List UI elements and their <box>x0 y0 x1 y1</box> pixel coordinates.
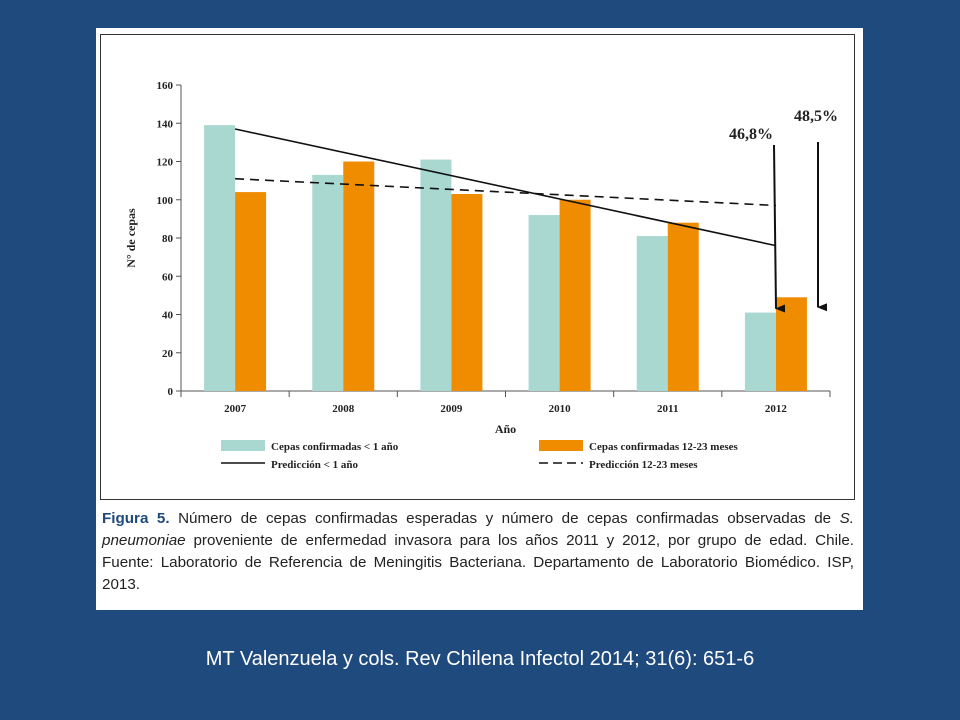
y-axis-title: N° de cepas <box>124 208 138 268</box>
bar-series-0-2009 <box>420 159 452 391</box>
bar-series-1-2010 <box>559 199 591 391</box>
y-tick-label: 20 <box>162 348 174 360</box>
legend-swatch-1 <box>539 440 583 451</box>
bar-series-0-2008 <box>312 174 344 391</box>
y-tick-label: 140 <box>157 118 174 130</box>
x-tick-label: 2007 <box>224 403 247 415</box>
trend-line-1 <box>235 177 776 207</box>
annotation-label: 48,5% <box>794 108 838 125</box>
x-axis-title: Año <box>495 422 516 436</box>
y-tick-label: 0 <box>168 386 174 398</box>
legend-label-3: Predicción 12-23 meses <box>589 459 698 471</box>
y-tick-label: 100 <box>157 195 174 207</box>
bar-series-1-2009 <box>451 194 483 391</box>
y-tick-label: 60 <box>162 271 174 283</box>
annotation-label: 46,8% <box>729 126 773 143</box>
bar-series-1-2012 <box>775 297 807 391</box>
y-tick-label: 160 <box>157 80 174 92</box>
caption-label: Figura 5. <box>102 510 170 527</box>
bar-series-0-2007 <box>204 125 236 391</box>
caption-species: S. pneumoniae <box>102 510 854 549</box>
bar-series-1-2008 <box>343 161 375 391</box>
legend-label-0: Cepas confirmadas < 1 año <box>271 441 399 453</box>
x-tick-label: 2009 <box>440 403 463 415</box>
trend-line-0 <box>234 128 777 247</box>
legend-swatch-0 <box>221 440 265 451</box>
legend-label-2: Predicción < 1 año <box>271 459 359 471</box>
x-tick-label: 2008 <box>332 403 355 415</box>
y-tick-label: 120 <box>157 157 174 169</box>
bar-series-1-2011 <box>667 222 699 391</box>
bar-series-0-2010 <box>528 215 560 391</box>
legend-label-1: Cepas confirmadas 12-23 meses <box>589 441 739 453</box>
citation: MT Valenzuela y cols. Rev Chilena Infect… <box>205 648 755 670</box>
x-tick-label: 2012 <box>765 403 788 415</box>
figure-panel: 0 20 40 60 80 100 120 140 160 2007 2008 2009 2010 201… <box>96 28 863 610</box>
caption-text-1: Número de cepas confirmadas esperadas y … <box>178 510 832 527</box>
x-tick-label: 2010 <box>549 403 572 415</box>
bar-chart: 0 20 40 60 80 100 120 140 160 2007 2008 2009 2010 201… <box>124 80 838 471</box>
annotation-arrow <box>773 144 786 313</box>
y-tick-label: 80 <box>162 233 174 245</box>
bar-series-0-2011 <box>636 236 668 391</box>
chart-frame: 0 20 40 60 80 100 120 140 160 2007 2008 2009 2010 201… <box>100 34 855 500</box>
caption-text-2: proveniente de enfermedad invasora para … <box>102 532 854 593</box>
y-tick-label: 40 <box>162 310 174 322</box>
x-tick-label: 2011 <box>657 403 678 415</box>
bar-series-0-2012 <box>744 312 776 391</box>
bar-series-1-2007 <box>235 192 267 391</box>
figure-caption: Figura 5. Número de cepas confirmadas es… <box>102 508 854 596</box>
